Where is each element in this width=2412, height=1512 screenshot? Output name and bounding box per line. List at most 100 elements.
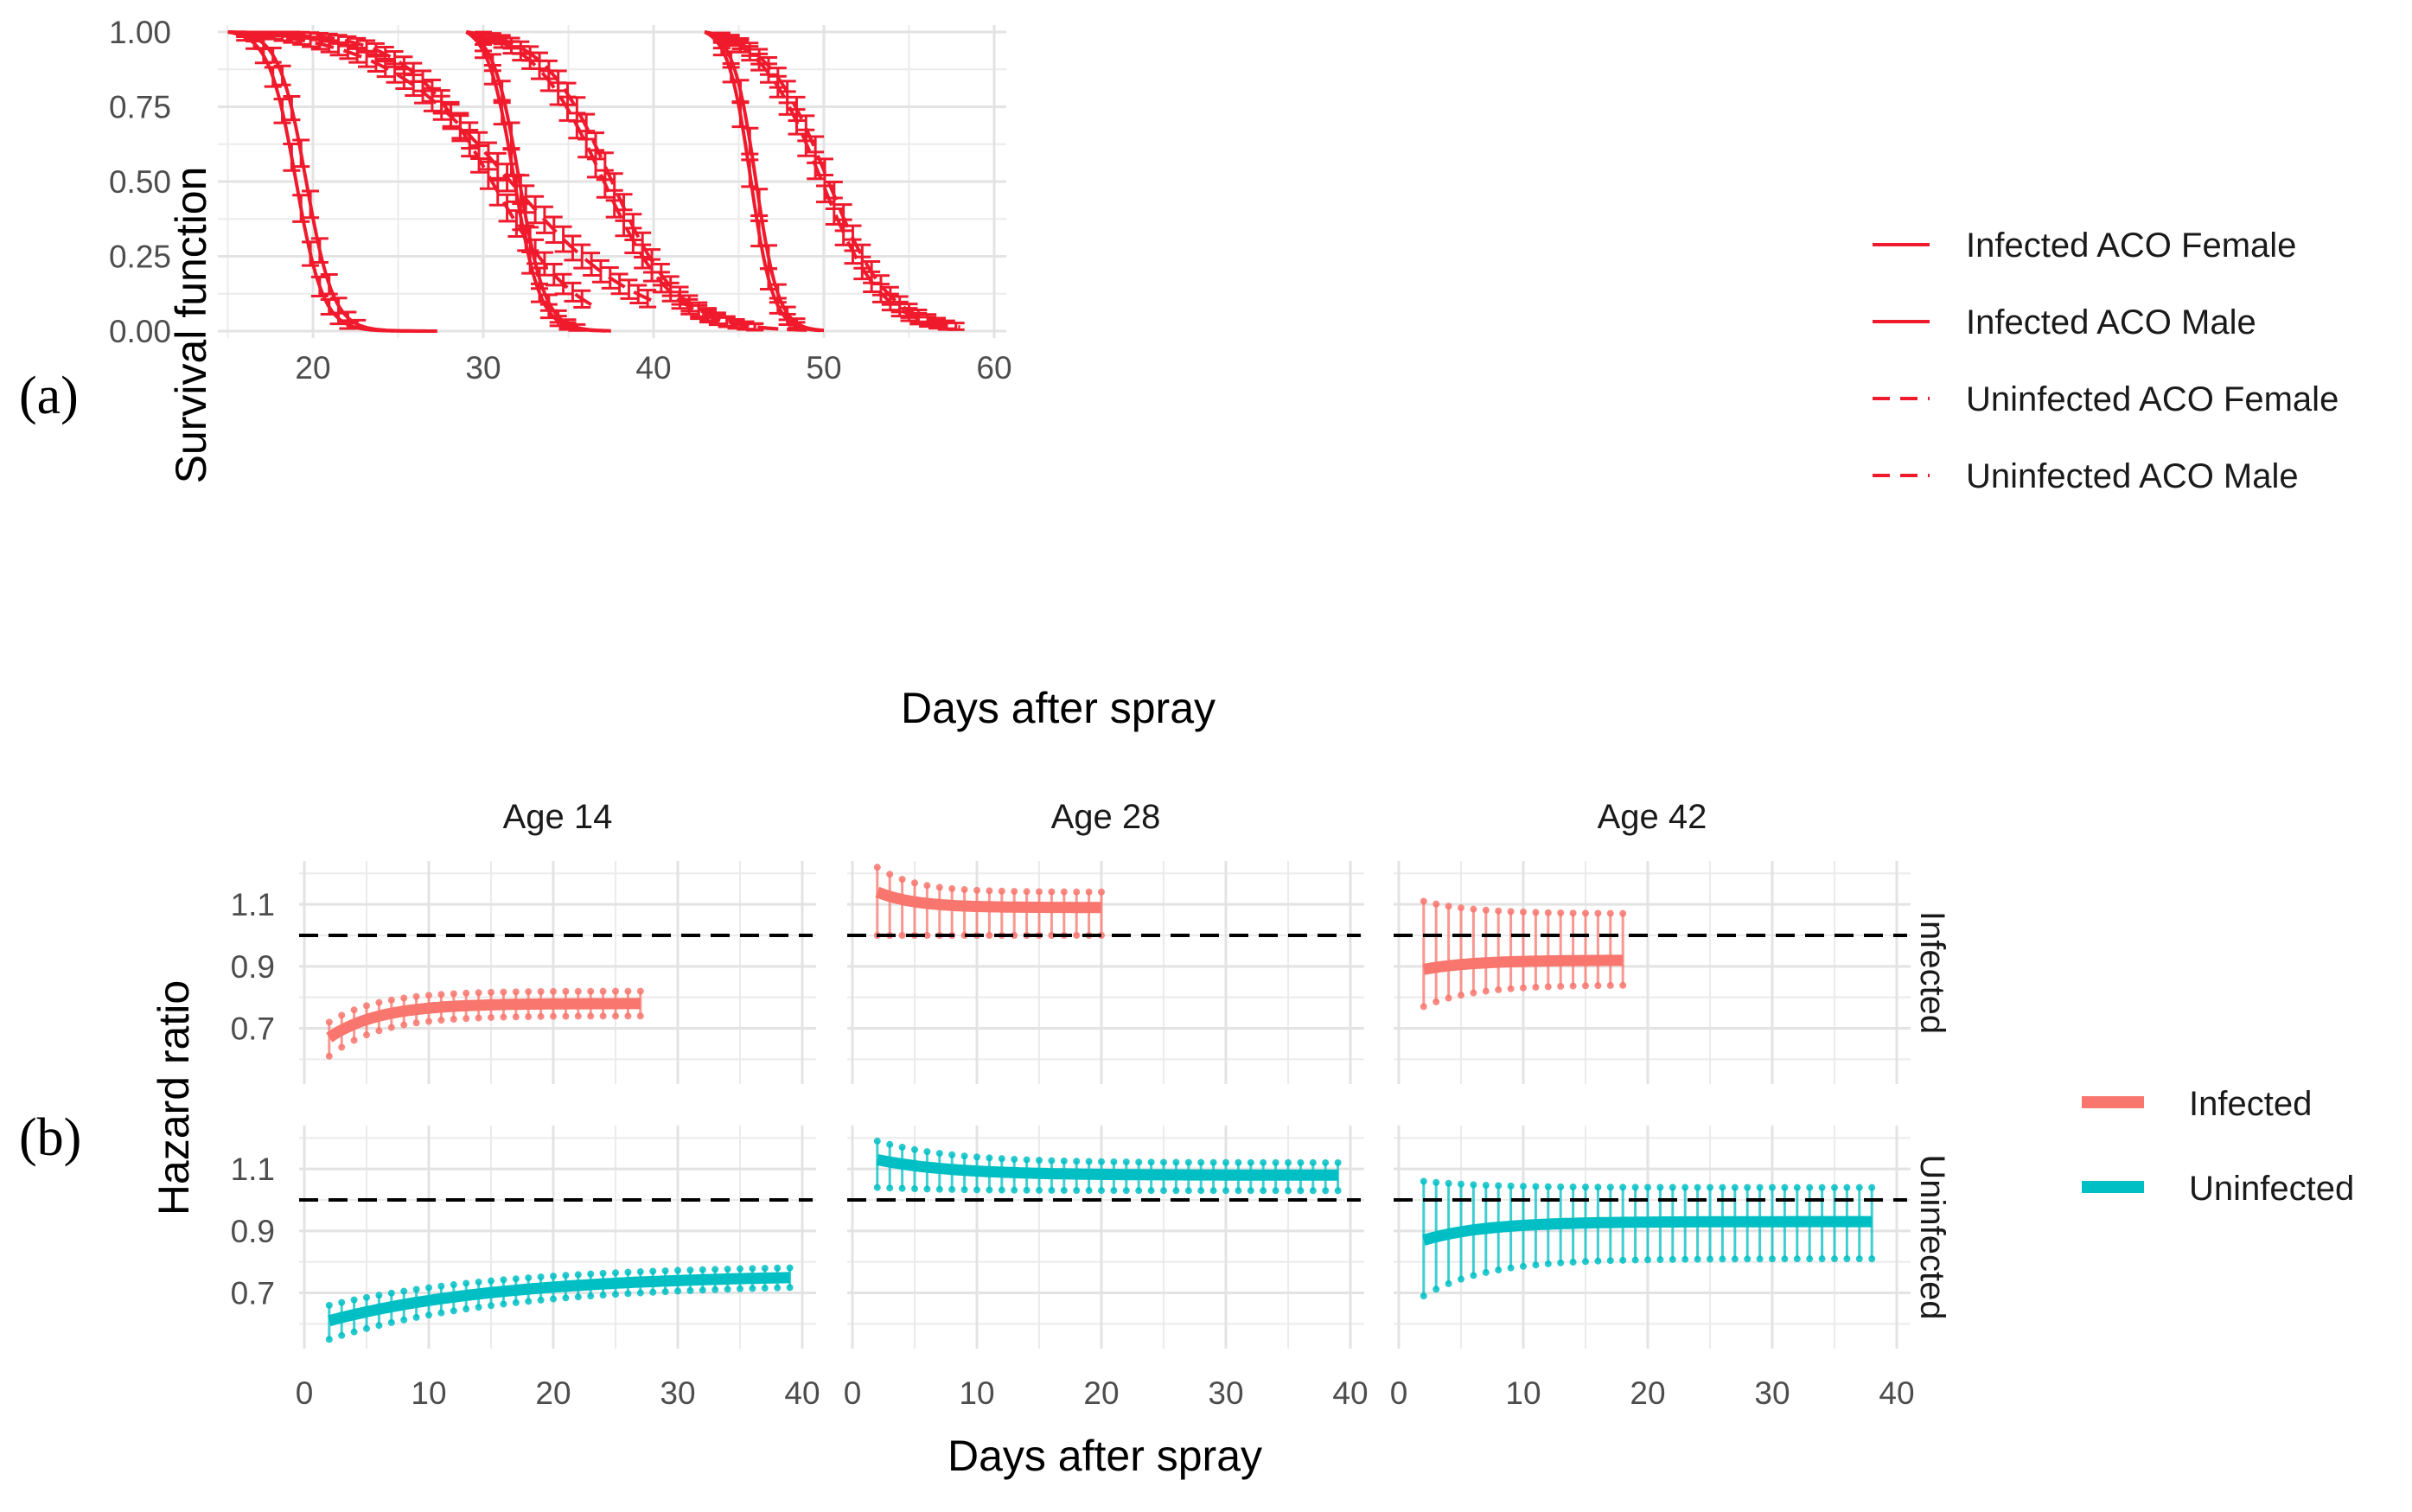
hazard-ci-upper-point <box>350 1006 358 1014</box>
hazard-ci-lower-point <box>1011 1186 1018 1194</box>
survival-errorbar <box>376 57 394 79</box>
hazard-ci-upper-point <box>1470 905 1477 913</box>
hazard-ci-upper-point <box>1569 909 1577 917</box>
hazard-ci-upper-point <box>1272 1158 1279 1166</box>
survival-curve-line <box>704 30 960 329</box>
hazard-ci-upper-point <box>1420 1177 1427 1185</box>
hazard-ci-upper-point <box>375 998 383 1006</box>
survival-errorbar <box>329 311 348 326</box>
survival-errorbar <box>329 41 348 57</box>
survival-errorbar <box>620 278 638 300</box>
hazard-ci-lower-point <box>612 1291 619 1298</box>
hazard-ci-upper-point <box>935 1150 943 1158</box>
hazard-ci-lower-point <box>1023 1186 1031 1194</box>
hazard-ci-lower-point <box>437 1309 445 1317</box>
survival-errorbar <box>502 148 520 178</box>
hazard-ci-upper-point <box>1160 1158 1167 1166</box>
hazard-ci-lower-point <box>686 1286 694 1294</box>
hazard-x-tick-label: 20 <box>535 1375 571 1411</box>
hazard-ci-upper-point <box>1731 1183 1739 1191</box>
hazard-ci-lower-point <box>1334 1187 1342 1195</box>
hazard-ci-lower-point <box>1868 1255 1876 1263</box>
hazard-ci-upper-point <box>1048 888 1056 896</box>
hazard-ci-lower-point <box>973 1186 980 1194</box>
survival-errorbar <box>671 290 689 310</box>
hazard-ci-upper-point <box>1544 1183 1552 1190</box>
hazard-ci-lower-point <box>636 1289 644 1297</box>
survival-y-tick-label: 0.25 <box>109 239 171 275</box>
hazard-y-tick-label: 0.9 <box>231 1214 275 1249</box>
hazard-ci-lower-point <box>1520 1262 1527 1270</box>
hazard-plot: Age 14 Age 28 Age 42 Infected Uninfected 0.7… <box>19 798 2354 1480</box>
survival-errorbar <box>558 321 577 331</box>
hazard-x-tick-label: 0 <box>296 1375 314 1411</box>
hazard-x-tick-label: 10 <box>1505 1375 1541 1411</box>
hazard-x-tick-label: 30 <box>660 1375 695 1411</box>
survival-errorbar <box>558 95 577 122</box>
hazard-ci-upper-point <box>1085 888 1093 896</box>
hazard-ci-lower-point <box>1520 984 1527 992</box>
hazard-ci-upper-point <box>488 1277 495 1285</box>
hazard-ci-upper-point <box>1756 1183 1764 1191</box>
hazard-ci-lower-point <box>525 1298 533 1305</box>
hazard-ci-lower-point <box>935 1185 943 1193</box>
hazard-ci-upper-point <box>1507 908 1515 915</box>
hazard-facet-strips: Age 14 Age 28 Age 42 Infected Uninfected <box>503 798 1951 1320</box>
hazard-ci-lower-point <box>1433 1286 1440 1293</box>
hazard-ci-lower-point <box>1557 982 1565 990</box>
survival-errorbar <box>741 158 759 188</box>
hazard-ratio-line <box>326 998 641 1043</box>
hazard-ci-upper-point <box>923 1148 931 1156</box>
survival-errorbar <box>853 255 871 281</box>
survival-legend-label: Uninfected ACO Male <box>1966 457 2299 495</box>
survival-errorbar <box>778 90 796 116</box>
survival-errorbar <box>545 262 563 287</box>
hazard-ci-upper-point <box>1482 906 1490 914</box>
survival-errorbar <box>746 322 764 332</box>
hazard-ci-upper-point <box>1147 1158 1155 1166</box>
hazard-ci-lower-point <box>948 1185 956 1193</box>
survival-errorbar <box>539 69 558 93</box>
hazard-ci-lower-point <box>425 1311 432 1319</box>
survival-errorbar <box>339 319 357 330</box>
hazard-y-ticks: 0.7 0.9 1.1 0.7 0.9 1.1 <box>231 887 275 1311</box>
hazard-ci-lower-point <box>1073 1187 1081 1195</box>
hazard-ci-upper-point <box>923 882 931 890</box>
survival-errorbar <box>292 194 310 223</box>
survival-errorbar <box>807 150 825 181</box>
survival-errorbar <box>358 49 376 68</box>
survival-errorbar <box>414 80 432 105</box>
hazard-ci-lower-point <box>537 1296 545 1304</box>
survival-errorbar <box>310 37 329 51</box>
hazard-ci-lower-point <box>1260 1187 1267 1195</box>
hazard-ci-lower-point <box>649 1288 657 1296</box>
hazard-ci-lower-point <box>761 1285 769 1292</box>
hazard-ci-lower-point <box>475 1014 482 1022</box>
hazard-ci-upper-point <box>674 1266 681 1274</box>
hazard-ci-lower-point <box>1656 1256 1664 1264</box>
hazard-ci-lower-point <box>911 1185 918 1193</box>
survival-errorbar <box>475 42 492 60</box>
survival-x-tick-label: 30 <box>465 350 501 386</box>
hazard-ci-upper-point <box>599 1269 607 1277</box>
survival-series <box>465 30 807 332</box>
survival-errorbar <box>596 169 614 199</box>
hazard-panel-infected-age-28 <box>847 861 1364 1084</box>
survival-errorbar <box>493 35 511 49</box>
survival-errorbar <box>750 219 769 248</box>
survival-errorbar <box>521 249 539 275</box>
hazard-ci-lower-point <box>661 1288 669 1296</box>
survival-errorbar <box>475 31 492 41</box>
hazard-ci-lower-point <box>1085 1187 1093 1195</box>
hazard-ci-upper-point <box>1694 1183 1701 1191</box>
hazard-ci-upper-point <box>338 1298 346 1306</box>
survival-errorbar <box>339 43 357 61</box>
hazard-ci-lower-point <box>886 1184 894 1192</box>
survival-errorbar <box>512 201 530 232</box>
hazard-ci-upper-point <box>500 1276 507 1284</box>
hazard-ci-upper-point <box>774 1264 782 1272</box>
hazard-x-tick-label: 30 <box>1208 1375 1243 1411</box>
survival-x-tick-label: 40 <box>635 350 671 386</box>
survival-errorbar <box>526 195 545 225</box>
hazard-ci-lower-point <box>1495 986 1503 993</box>
